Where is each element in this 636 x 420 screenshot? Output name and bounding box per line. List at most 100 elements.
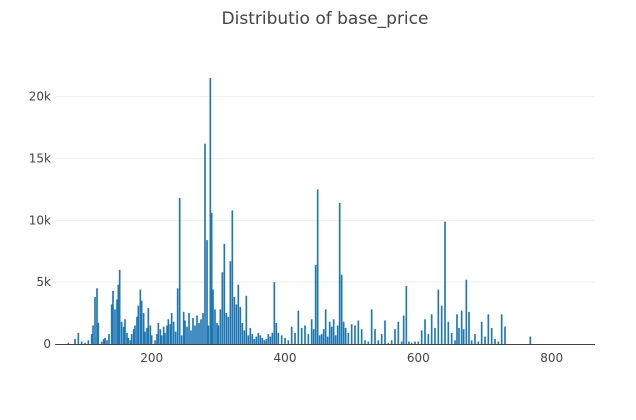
histogram-bar [322,329,325,344]
histogram-bar [247,335,250,344]
histogram-bar [84,342,86,344]
histogram-bar [90,334,93,344]
histogram-bar [424,319,426,344]
histogram-bar [408,341,410,344]
histogram-bar [290,326,293,344]
histogram-bar [500,314,503,344]
histogram-bar [318,335,321,344]
histogram-bar [504,326,506,344]
histogram-bar [458,327,460,344]
histogram-bar [112,290,114,344]
histogram-bar [210,212,213,344]
histogram-bar [122,326,125,344]
x-tick-label: 400 [274,351,297,365]
y-tick-labels: 0 5k 10k 15k 20k [29,90,51,351]
y-gridlines [55,96,595,283]
histogram-bar [114,309,116,344]
histogram-bar [330,326,333,344]
histogram-bar [277,332,280,344]
histogram-bar [139,289,142,344]
histogram-bar [400,341,403,344]
histogram-bar [468,311,470,344]
histogram-bar [255,336,258,344]
histogram-bar [271,332,274,344]
histogram-bar [480,321,483,344]
histogram-bar [102,339,105,344]
histogram-bar [294,332,296,344]
histogram-bar [198,322,200,344]
histogram-bar [434,327,436,344]
histogram-bar [77,332,80,344]
histogram-bar [149,325,152,344]
histogram-bar [364,340,366,344]
histogram-bar [140,300,143,344]
histogram-bar [360,329,363,344]
histogram-bar [394,329,396,344]
histogram-bar [108,334,110,344]
histogram-bar [106,340,108,344]
histogram-bar [380,334,383,344]
histogram-bar [204,143,206,344]
histogram-bar [235,304,238,344]
histogram-bar [462,329,465,344]
histogram-bar [354,325,356,344]
histogram-bar [284,337,286,344]
histogram-bar [427,334,430,344]
histogram-bar [275,322,278,344]
y-tick-label: 20k [29,90,51,104]
histogram-bar [212,289,214,344]
histogram-bar [367,341,370,344]
histogram-bar [184,320,186,344]
histogram-bar [269,336,272,344]
histogram-bar [104,337,106,344]
histogram-bar [233,297,236,344]
histogram-bar [96,288,98,344]
histogram-bar [118,269,121,344]
y-tick-label: 15k [29,151,51,165]
histogram-bar [342,321,345,344]
histogram-bar [280,335,283,344]
histogram-bar [178,198,181,344]
histogram-bar [124,319,126,344]
histogram-bar [251,334,254,344]
histogram-bar [300,327,303,344]
histogram-bar [92,325,94,344]
histogram-bar [402,315,405,344]
histogram-bar [494,339,496,344]
histogram-bar [414,341,416,344]
histogram-bar [159,329,162,344]
histogram-bar [474,334,476,344]
histogram-bar [334,335,337,344]
histogram-bar [374,329,376,344]
histogram-bar [357,320,360,344]
histogram-bar [390,340,393,344]
histogram-bar [440,305,443,344]
histogram-bar [456,314,458,344]
histogram-bar [214,309,216,344]
histogram-bar [243,330,246,344]
histogram-bar [447,321,450,344]
histogram-bar [487,314,490,344]
histogram-bar [126,332,128,344]
histogram-bar [67,342,70,344]
histogram-bar [328,321,331,344]
histogram-bar [192,318,194,344]
histogram-bar [164,332,166,344]
histogram-bar [229,261,232,344]
histogram-bar [297,310,300,344]
histogram-bar [241,322,244,344]
histogram-bar [437,289,440,344]
x-tick-labels: 200 400 600 800 [140,351,563,365]
x-tick-label: 600 [407,351,430,365]
histogram-bar [484,336,486,344]
histogram-bar [216,322,218,344]
histogram-bar [147,308,150,344]
histogram-bar [430,314,433,344]
histogram-bar [350,324,353,344]
histogram-bar [454,340,456,344]
histogram-bar [490,327,493,344]
histogram-bar [169,324,172,344]
histogram-bar [87,340,90,344]
histogram-bar [142,313,145,344]
